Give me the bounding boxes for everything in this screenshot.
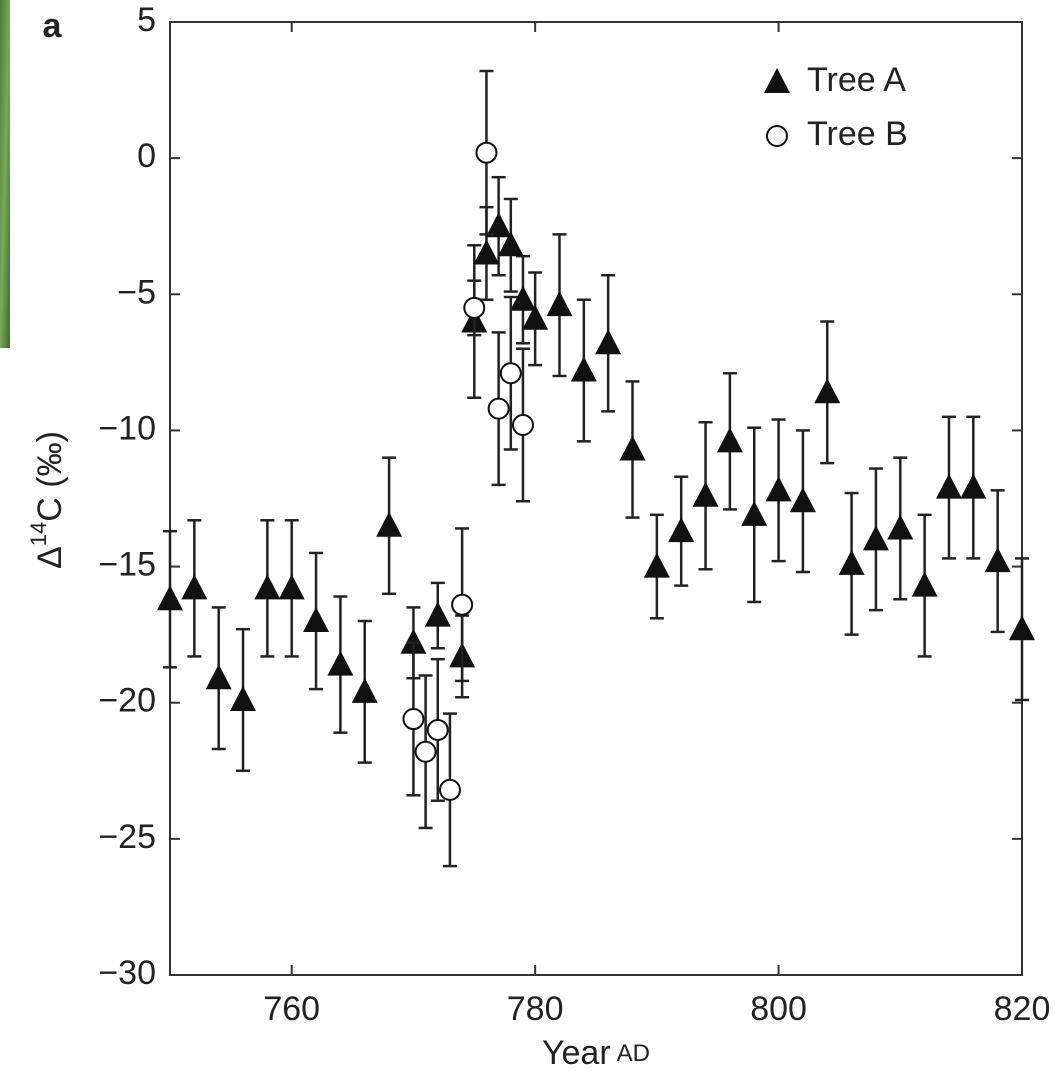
y-tick-label: −20 xyxy=(98,682,156,720)
y-tick-label: 0 xyxy=(137,137,156,175)
x-label-small: AD xyxy=(617,1040,650,1067)
data-point xyxy=(181,574,208,600)
data-point xyxy=(935,473,962,499)
data-point xyxy=(485,212,512,238)
data-point xyxy=(509,285,536,311)
data-point xyxy=(424,601,451,627)
y-label-rest: C (‰) xyxy=(31,431,69,522)
data-point xyxy=(887,514,914,540)
x-axis-label: Year AD xyxy=(542,1034,650,1072)
y-tick-label: −15 xyxy=(98,546,156,584)
data-point xyxy=(911,571,938,597)
data-point xyxy=(473,239,500,265)
data-point xyxy=(1009,615,1035,641)
y-label-symbol: Δ xyxy=(31,546,69,569)
data-point xyxy=(351,677,378,703)
plot-frame xyxy=(169,21,1023,976)
y-tick-label: −25 xyxy=(98,818,156,856)
data-point xyxy=(327,650,354,676)
data-point xyxy=(595,329,622,355)
data-point xyxy=(984,547,1011,573)
data-point xyxy=(278,574,305,600)
data-point xyxy=(511,413,534,436)
data-point xyxy=(838,549,865,575)
data-point xyxy=(643,552,670,578)
y-tick-label: −30 xyxy=(98,954,156,992)
data-point xyxy=(692,481,719,507)
data-point xyxy=(205,664,232,690)
x-label-main: Year xyxy=(542,1034,611,1072)
data-point xyxy=(402,708,425,731)
legend-marker xyxy=(764,68,790,93)
data-point xyxy=(789,487,816,513)
data-point xyxy=(619,435,646,461)
y-axis-label: Δ14C (‰) xyxy=(26,431,69,569)
data-point xyxy=(487,397,510,420)
data-point xyxy=(960,473,987,499)
data-point xyxy=(716,427,743,453)
data-point xyxy=(499,362,522,385)
legend-label: Tree A xyxy=(807,61,906,99)
data-point xyxy=(814,378,841,404)
legend-label: Tree B xyxy=(807,115,908,153)
data-point xyxy=(376,511,403,537)
data-point xyxy=(765,476,792,502)
data-point xyxy=(230,685,257,711)
data-point xyxy=(862,525,889,551)
data-point xyxy=(414,740,437,763)
data-point xyxy=(438,778,461,801)
x-tick-label: 780 xyxy=(507,990,564,1028)
y-tick-label: −10 xyxy=(98,409,156,447)
x-tick-label: 760 xyxy=(263,990,320,1028)
photo-strip xyxy=(0,0,10,348)
legend-marker xyxy=(766,125,788,147)
data-point xyxy=(668,517,695,543)
x-tick-label: 820 xyxy=(994,990,1051,1028)
data-point xyxy=(303,607,330,633)
data-point xyxy=(400,628,427,654)
data-point xyxy=(426,718,449,741)
data-point xyxy=(475,141,498,164)
y-tick-label: −5 xyxy=(117,273,156,311)
data-point xyxy=(451,593,474,616)
y-label-sup: 14 xyxy=(26,522,51,546)
data-point xyxy=(570,356,597,382)
data-point xyxy=(546,291,573,317)
data-point xyxy=(522,304,549,330)
x-tick-label: 800 xyxy=(750,990,807,1028)
data-point xyxy=(254,574,281,600)
data-point xyxy=(463,296,486,319)
data-point xyxy=(741,500,768,526)
data-point xyxy=(497,231,524,257)
panel-label: a xyxy=(43,7,63,45)
y-tick-label: 5 xyxy=(137,1,156,39)
data-point xyxy=(157,585,183,611)
